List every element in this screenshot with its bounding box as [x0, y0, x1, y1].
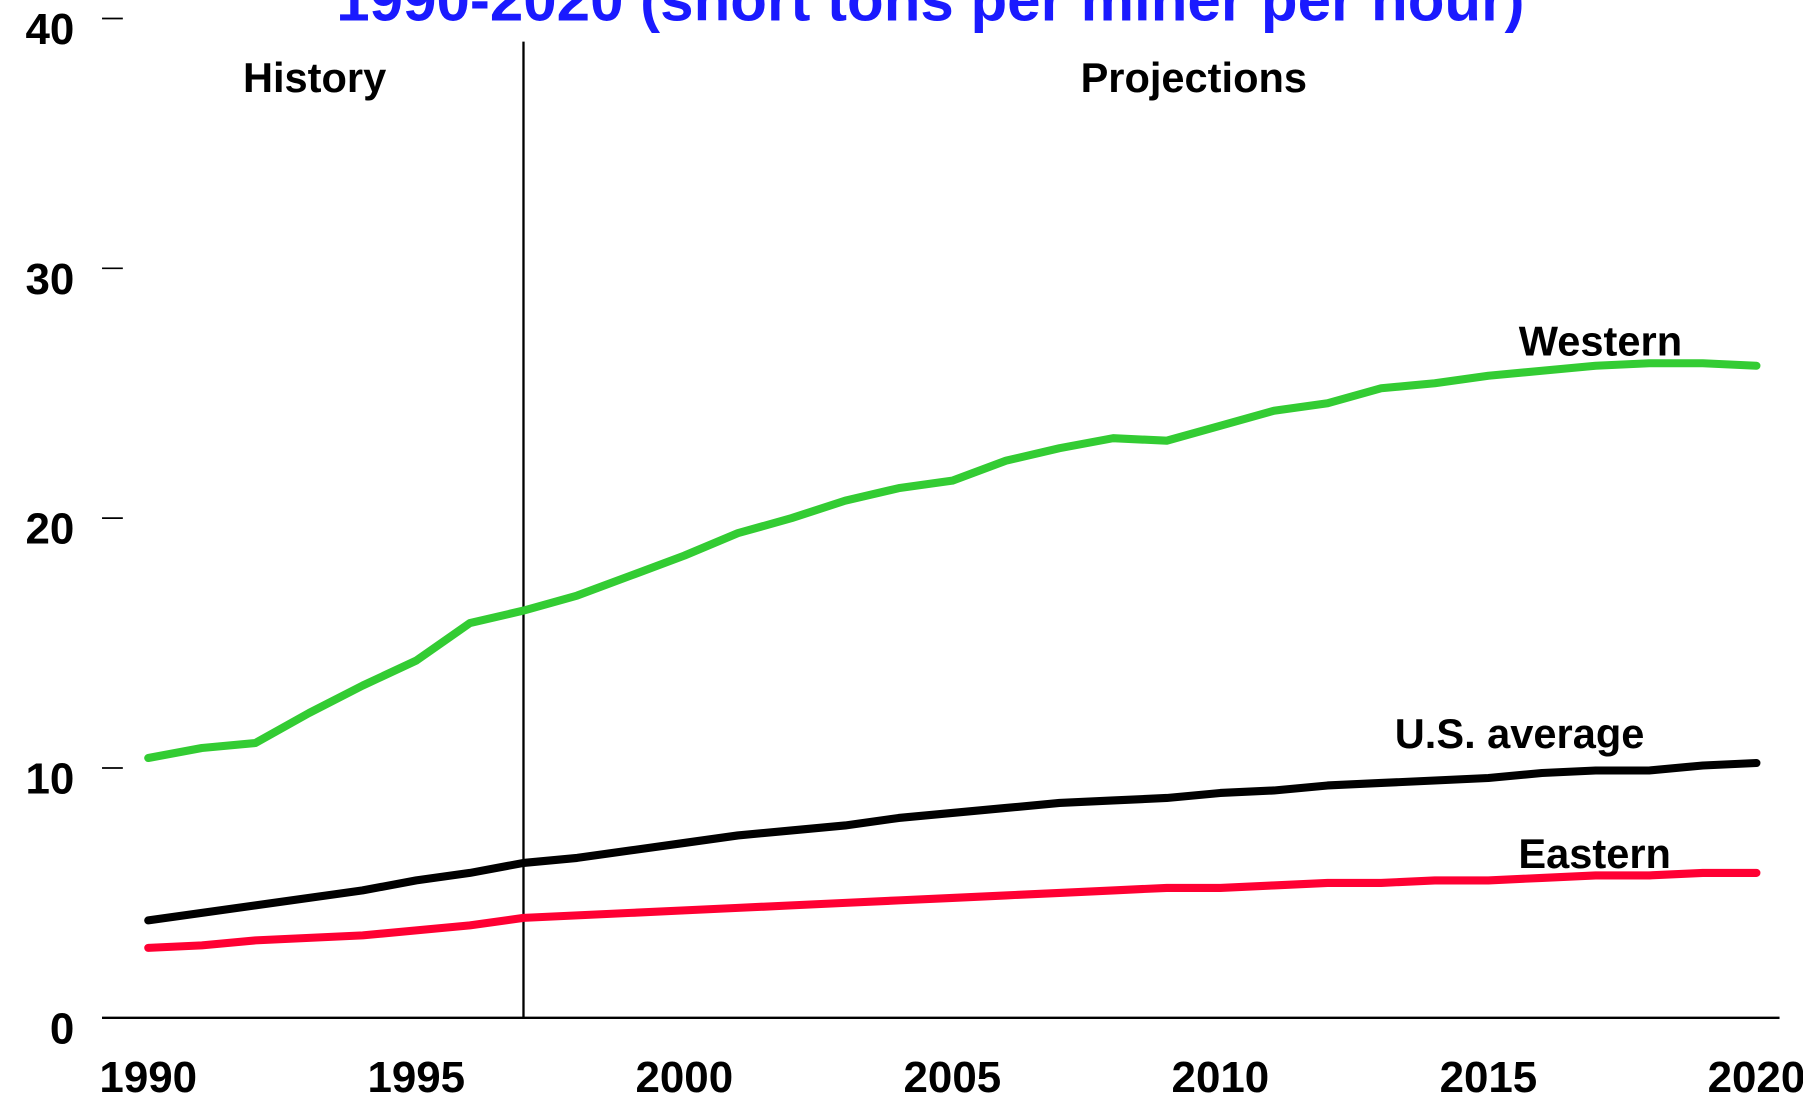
y-tick-label: 30: [25, 255, 74, 304]
series-line: [144, 758, 1761, 925]
x-tick-label: 2015: [1440, 1053, 1538, 1101]
annotation: Projections: [1081, 54, 1307, 101]
x-tick-label: 1990: [99, 1053, 197, 1101]
y-tick-label: 20: [25, 505, 74, 554]
y-tick-label: 0: [50, 1004, 74, 1053]
x-tick-label: 2000: [635, 1053, 733, 1101]
x-tick-label: 2005: [904, 1053, 1002, 1101]
x-tick-label: 2020: [1708, 1053, 1803, 1101]
series-label: Western: [1519, 317, 1682, 364]
x-tick-label: 1995: [367, 1053, 465, 1101]
series-line: [144, 359, 1761, 763]
y-tick-label: 10: [25, 754, 74, 803]
x-tick-label: 2010: [1172, 1053, 1270, 1101]
series-line: [144, 868, 1761, 952]
series-label: Eastern: [1518, 830, 1671, 877]
y-tick-label: 40: [25, 5, 74, 54]
chart-title: 1990-2020 (short tons per miner per hour…: [336, 0, 1524, 33]
series-label: U.S. average: [1395, 710, 1645, 757]
annotation: History: [243, 54, 386, 101]
